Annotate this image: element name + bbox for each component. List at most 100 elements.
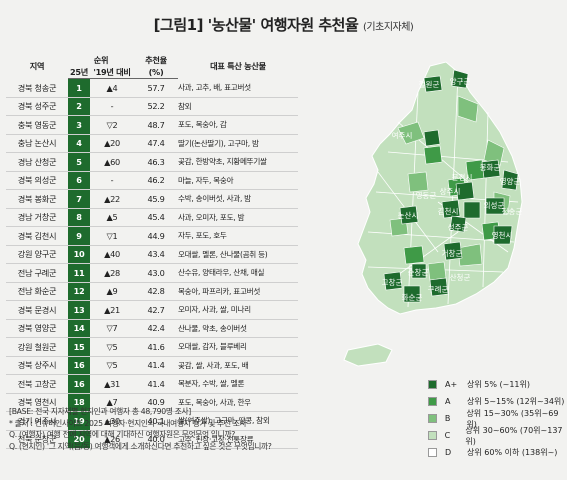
- legend-item: A 상위 5~15% (12위~34위): [428, 393, 567, 410]
- products-cell: 포도, 복숭아, 감: [178, 120, 227, 130]
- table-row: 전남 화순군 12 ▲9 42.8 복숭아, 파프리카, 표고버섯: [6, 282, 298, 301]
- legend-desc: 상위 15~30% (35위~69위): [466, 408, 559, 429]
- products-cell: 쌀(여주쌀), 고구마, 땅콩, 참외: [178, 416, 270, 426]
- region-cell: 경남 산청군: [17, 156, 57, 167]
- table-row: 경북 문경시 13 ▲21 42.7 오미자, 사과, 쌀, 미나리: [6, 300, 298, 319]
- change-cell: ▲9: [106, 286, 118, 297]
- rank-cell: 2: [68, 97, 90, 116]
- region-cell: 충남 논산시: [17, 138, 57, 149]
- region-cell: 경북 김천시: [17, 230, 57, 241]
- rank-cell: 9: [68, 226, 90, 245]
- products-cell: 복분자, 수박, 쌀, 멜론: [178, 379, 245, 389]
- rank-cell: 10: [68, 245, 90, 264]
- products-cell: 수박, 송이버섯, 사과, 밤: [178, 194, 251, 204]
- pct-cell: 41.4: [147, 378, 165, 389]
- map-label-gochang: 고창군: [382, 278, 403, 287]
- region-cell: 전북 순창군: [17, 434, 57, 445]
- title-main: [그림1] '농산물' 여행자원 추천율: [153, 16, 359, 34]
- legend-item: B 상위 15~30% (35위~69위): [428, 408, 567, 429]
- map-label-yeongdong: 영동군: [416, 190, 437, 200]
- region-cell: 경기 여주시: [17, 415, 57, 426]
- ranking-body: 경북 청송군 1 ▲4 57.7 사과, 고추, 배, 표고버섯 경북 성주군 2 - 52.2…: [6, 78, 298, 449]
- region-cell: 경북 의성군: [17, 175, 57, 186]
- pct-cell: 45.9: [147, 193, 165, 204]
- change-cell: ▲30: [104, 415, 120, 426]
- table-row: 강원 철원군 15 ▽5 41.6 오대쌀, 감자, 블루베리: [6, 337, 298, 356]
- change-cell: ▲4: [106, 82, 118, 93]
- note-question-local: Q. (현지인) '그 지역(읍/동) 여행객에게 소개하신다면 추천하고 싶은…: [9, 441, 272, 451]
- rank-cell: 7: [68, 189, 90, 208]
- change-cell: ▲21: [104, 304, 120, 315]
- map-label-geochang: 거창군: [442, 249, 463, 258]
- map-label-uiseong: 의성군: [484, 200, 505, 210]
- pct-cell: 42.7: [147, 304, 165, 315]
- legend-swatch: [428, 414, 437, 423]
- pct-cell: 44.9: [147, 230, 165, 241]
- pct-cell: 48.7: [147, 119, 165, 130]
- products-cell: 사과, 오미자, 포도, 밤: [178, 212, 245, 222]
- map-label-gimcheon: 김천시: [438, 206, 459, 216]
- products-cell: 딸기(논산딸기), 고구마, 밤: [178, 138, 259, 148]
- legend-swatch: [428, 397, 437, 406]
- table-row: 전북 순창군 20 ▲26 40.0 고추, 된장·고창·전통장류: [6, 430, 298, 449]
- pct-cell: 41.6: [147, 341, 165, 352]
- change-cell: ▲26: [104, 434, 120, 445]
- rank-cell: 8: [68, 208, 90, 227]
- products-cell: 포도, 복숭아, 사과, 한우: [178, 397, 251, 407]
- products-cell: 자두, 포도, 호두: [178, 231, 227, 241]
- products-cell: 참외: [178, 101, 192, 111]
- map-label-sancheong: 산청군: [450, 272, 471, 282]
- products-cell: 고추, 된장·고창·전통장류: [178, 434, 254, 444]
- legend-item: A+ 상위 5% (~11위): [428, 376, 567, 393]
- notes: [BASE: 전국 지자체별 현지인과 여행자 총 48,790명 조사] * …: [9, 406, 272, 452]
- header-products: 대표 특산 농산물: [210, 61, 266, 72]
- pct-cell: 45.4: [147, 212, 165, 223]
- rank-cell: 18: [68, 393, 90, 412]
- map-label-hwasun: 화순군: [402, 293, 423, 302]
- table-row: 경남 거창군 8 ▲5 45.4 사과, 오미자, 포도, 밤: [6, 208, 298, 227]
- legend-desc: 상위 60% 이하 (138위~): [467, 448, 558, 457]
- table-row: 경기 여주시 19 ▲30 40.1 쌀(여주쌀), 고구마, 땅콩, 참외: [6, 411, 298, 430]
- rank-cell: 3: [68, 115, 90, 134]
- jeju-island: [343, 343, 393, 367]
- products-cell: 오미자, 사과, 쌀, 미나리: [178, 305, 251, 315]
- region-cell: 경북 상주시: [17, 360, 57, 371]
- table-row: 강원 양구군 10 ▲40 43.4 오대쌀, 멜론, 산나물(곰취 등): [6, 245, 298, 264]
- products-cell: 산수유, 양태라우, 산채, 매실: [178, 268, 265, 278]
- legend-grade: B: [444, 414, 451, 423]
- change-cell: ▽5: [106, 360, 118, 371]
- change-cell: ▲7: [106, 397, 118, 408]
- legend-item: C 상위 30~60% (70위~137위): [428, 426, 567, 446]
- region-cell: 전남 화순군: [17, 286, 57, 297]
- map-label-mungyeong: 문경시: [452, 172, 473, 182]
- rank-cell: 1: [68, 78, 90, 97]
- map-label-bonghwa: 봉화군: [480, 163, 501, 172]
- pct-cell: 46.3: [147, 156, 165, 167]
- region-cell: 경북 성주군: [17, 101, 57, 112]
- legend-swatch: [428, 448, 437, 457]
- pct-cell: 46.2: [147, 175, 165, 186]
- products-cell: 오대쌀, 멜론, 산나물(곰취 등): [178, 249, 268, 259]
- legend: A+ 상위 5% (~11위) A 상위 5~15% (12위~34위) B 상위 15~…: [428, 376, 567, 461]
- change-cell: ▽5: [106, 341, 118, 352]
- table-row: 경북 성주군 2 - 52.2 참외: [6, 97, 298, 116]
- chart-title: [그림1] '농산물' 여행자원 추천율 (기초지자체): [0, 14, 567, 35]
- table-row: 경북 영양군 14 ▽7 42.4 산나물, 약초, 송이버섯: [6, 319, 298, 338]
- ranking-table: 지역 순위 추천율 대표 특산 농산물 25년 '19년 대비 (%) 경북 청…: [6, 54, 298, 449]
- change-cell: ▲60: [104, 156, 120, 167]
- change-cell: ▽1: [106, 230, 118, 241]
- table-row: 충북 영동군 3 ▽2 48.7 포도, 복숭아, 감: [6, 115, 298, 134]
- map-label-sunchang: 순창군: [408, 268, 429, 277]
- legend-item: D 상위 60% 이하 (138위~): [428, 444, 567, 461]
- header-rank25: 25년: [68, 66, 90, 79]
- title-sub: (기초지자체): [363, 22, 414, 33]
- rank-cell: 11: [68, 263, 90, 282]
- map-label-cheongsong: 청송군: [502, 207, 523, 216]
- rank-cell: 13: [68, 300, 90, 319]
- table-row: 전남 구례군 11 ▲28 43.0 산수유, 양태라우, 산채, 매실: [6, 263, 298, 282]
- legend-swatch: [428, 431, 437, 440]
- map-label-nonsan: 논산시: [398, 210, 419, 220]
- rank-cell: 5: [68, 152, 90, 171]
